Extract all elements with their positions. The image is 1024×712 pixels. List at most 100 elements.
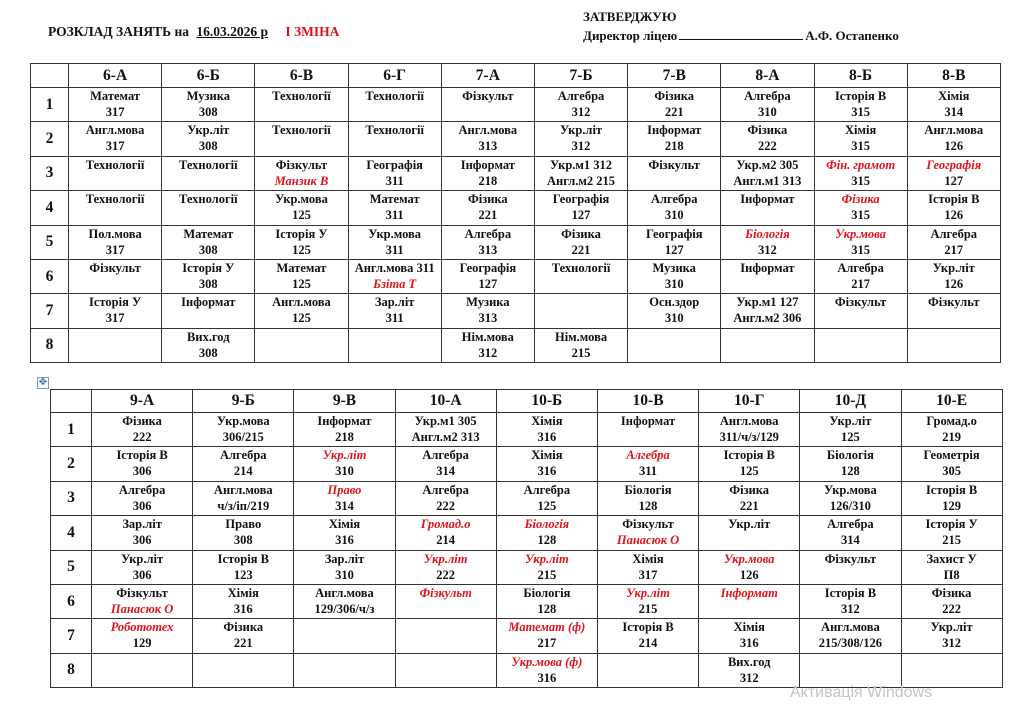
lesson-cell: Англ.мова 311/ч/з/129 bbox=[698, 411, 801, 448]
lesson-cell: Фізика 222 bbox=[720, 121, 815, 157]
subject-text: Хімія bbox=[227, 585, 259, 600]
room-or-teacher-text: 215/308/126 bbox=[818, 636, 882, 651]
lesson-cell: Фізика 221 bbox=[192, 618, 295, 654]
lesson-number: 5 bbox=[50, 549, 92, 585]
subject-text: Укр.літ bbox=[560, 123, 603, 138]
room-or-teacher-text: 310 bbox=[664, 208, 684, 223]
lesson-cell: Фізкульт Панасюк О bbox=[596, 515, 700, 551]
lesson-cell: Біологія 128 bbox=[799, 446, 902, 482]
lesson-cell: Пол.мова 317 bbox=[67, 224, 163, 260]
room-or-teacher-text: 215 bbox=[638, 601, 658, 616]
room-or-teacher-text: 316 bbox=[233, 601, 253, 616]
subject-text: Фізкульт bbox=[275, 157, 328, 172]
shift-label: І ЗМІНА bbox=[285, 24, 340, 39]
subject-text: Укр.м2 305 bbox=[736, 157, 799, 172]
room-or-teacher-text: 312 bbox=[841, 601, 860, 616]
subject-text: Біологія bbox=[624, 482, 672, 497]
room-or-teacher-text: 308 bbox=[198, 105, 218, 119]
lesson-cell: Укр.м1 312 Англ.м2 215 bbox=[533, 155, 629, 192]
lesson-cell: Укр.літ 306 bbox=[90, 549, 194, 585]
subject-text: Географія bbox=[552, 192, 610, 207]
room-or-teacher-text: 217 bbox=[944, 242, 964, 257]
room-or-teacher-text: 314 bbox=[436, 464, 456, 479]
subject-text: Алгебра bbox=[930, 226, 978, 241]
room-or-teacher-text: 129 bbox=[942, 498, 961, 513]
lesson-cell: Укр.літ bbox=[698, 515, 801, 551]
room-or-teacher-text: Панасюк О bbox=[110, 601, 174, 616]
table-move-handle-icon[interactable]: ✥ bbox=[37, 377, 49, 389]
class-header: 6-Г bbox=[347, 63, 442, 88]
class-header: 10-А bbox=[394, 389, 497, 413]
lesson-cell: Фізика 221 bbox=[698, 480, 801, 517]
lesson-cell: Укр.мова (ф) 316 bbox=[495, 652, 598, 689]
lesson-cell: Технології bbox=[254, 86, 349, 123]
subject-text: Фізика bbox=[223, 620, 264, 635]
class-header: 9-Б bbox=[192, 389, 295, 413]
subject-text: Музика bbox=[652, 260, 696, 275]
subject-text: Технології bbox=[365, 123, 424, 138]
lesson-cell: Англ.мова 313 bbox=[440, 121, 535, 157]
subject-text: Алгебра bbox=[464, 226, 512, 241]
room-or-teacher-text: 125 bbox=[841, 430, 860, 444]
lesson-cell: Англ.мова 126 bbox=[906, 121, 1001, 157]
lesson-cell: Хімія 316 bbox=[495, 411, 598, 448]
lesson-cell: Історія В 123 bbox=[192, 549, 295, 585]
subject-text: Укр.літ bbox=[829, 414, 872, 428]
subject-text: Укр.м1 305 bbox=[414, 414, 477, 428]
lesson-cell: Інформат bbox=[720, 258, 815, 295]
header-row: 6-А 6-Б 6-В 6-Г 7-А 7-Б 7-В 8-А 8-Б 8-В bbox=[30, 63, 1001, 88]
room-or-teacher-text: 129/306/ч/з bbox=[314, 601, 375, 616]
room-or-teacher-text: 317 bbox=[105, 105, 125, 119]
room-or-teacher-text: 312 bbox=[478, 345, 498, 360]
lesson-cell: Фізика 315 bbox=[813, 190, 908, 226]
lesson-cell: Інформат bbox=[596, 411, 700, 448]
lesson-cell: Музика 308 bbox=[161, 86, 256, 123]
lesson-cell bbox=[347, 327, 442, 364]
lesson-cell bbox=[254, 327, 349, 364]
lesson-cell: Геометрія 305 bbox=[900, 446, 1003, 482]
subject-text: Інформат bbox=[460, 157, 515, 172]
lesson-cell: Технології bbox=[161, 190, 256, 226]
lesson-cell: Громад.о 219 bbox=[900, 411, 1003, 448]
subject-text: Укр.літ bbox=[728, 517, 771, 532]
subject-text: Укр.літ bbox=[626, 585, 670, 600]
subject-text: Інформат bbox=[181, 295, 236, 310]
lesson-cell: Технології bbox=[347, 121, 442, 157]
subject-text: Вих.год bbox=[727, 654, 771, 669]
room-or-teacher-text: Панасюк О bbox=[616, 533, 680, 548]
room-or-teacher-text: 215 bbox=[942, 533, 961, 548]
class-header: 7-Б bbox=[533, 63, 629, 88]
class-header: 8-А bbox=[720, 63, 815, 88]
subject-text: Технології bbox=[178, 192, 238, 207]
lesson-cell: Англ.мова ч/з/іп/219 bbox=[192, 480, 295, 517]
lesson-cell bbox=[67, 327, 163, 364]
lesson-row: 7 Історія У 317 Інформат Англ.мова 125 Зар.літ… bbox=[30, 293, 1001, 329]
subject-text: Біологія bbox=[745, 226, 790, 241]
lesson-cell: Фізкульт Панасюк О bbox=[90, 583, 194, 620]
room-or-teacher-text: 215 bbox=[571, 345, 591, 360]
lesson-cell: Вих.год 308 bbox=[161, 327, 256, 364]
subject-text: Алгебра bbox=[220, 448, 267, 463]
subject-text: Історія У bbox=[89, 295, 142, 310]
subject-text: Англ.мова bbox=[719, 414, 779, 428]
room-or-teacher-text: 221 bbox=[233, 636, 253, 651]
subject-text: Технології bbox=[551, 260, 611, 275]
subject-text: Інформат bbox=[647, 123, 702, 138]
lesson-cell: Англ.мова 311 Бзіта Т bbox=[347, 258, 442, 295]
room-or-teacher-text: ч/з/іп/219 bbox=[217, 498, 270, 513]
subject-text: Біологія bbox=[524, 517, 570, 532]
lesson-cell: Алгебра 214 bbox=[192, 446, 295, 482]
lesson-row: 4 Технології Технології Укр.мова 125 Математ 3… bbox=[30, 190, 1001, 226]
corner-cell bbox=[30, 63, 69, 88]
subject-text: Хімія bbox=[938, 89, 970, 103]
lesson-cell: Укр.м2 305 Англ.м1 313 bbox=[720, 155, 815, 192]
room-or-teacher-text: Англ.м2 306 bbox=[733, 311, 802, 326]
subject-text: Фізкульт bbox=[834, 295, 887, 310]
room-or-teacher-text: Бзіта Т bbox=[373, 276, 417, 291]
lesson-cell: Музика 310 bbox=[627, 258, 722, 295]
subject-text: Укр.літ bbox=[930, 620, 973, 635]
room-or-teacher-text: 215 bbox=[537, 567, 557, 582]
room-or-teacher-text: 222 bbox=[436, 498, 456, 513]
lesson-number: 4 bbox=[30, 190, 69, 226]
corner-cell bbox=[50, 389, 92, 413]
